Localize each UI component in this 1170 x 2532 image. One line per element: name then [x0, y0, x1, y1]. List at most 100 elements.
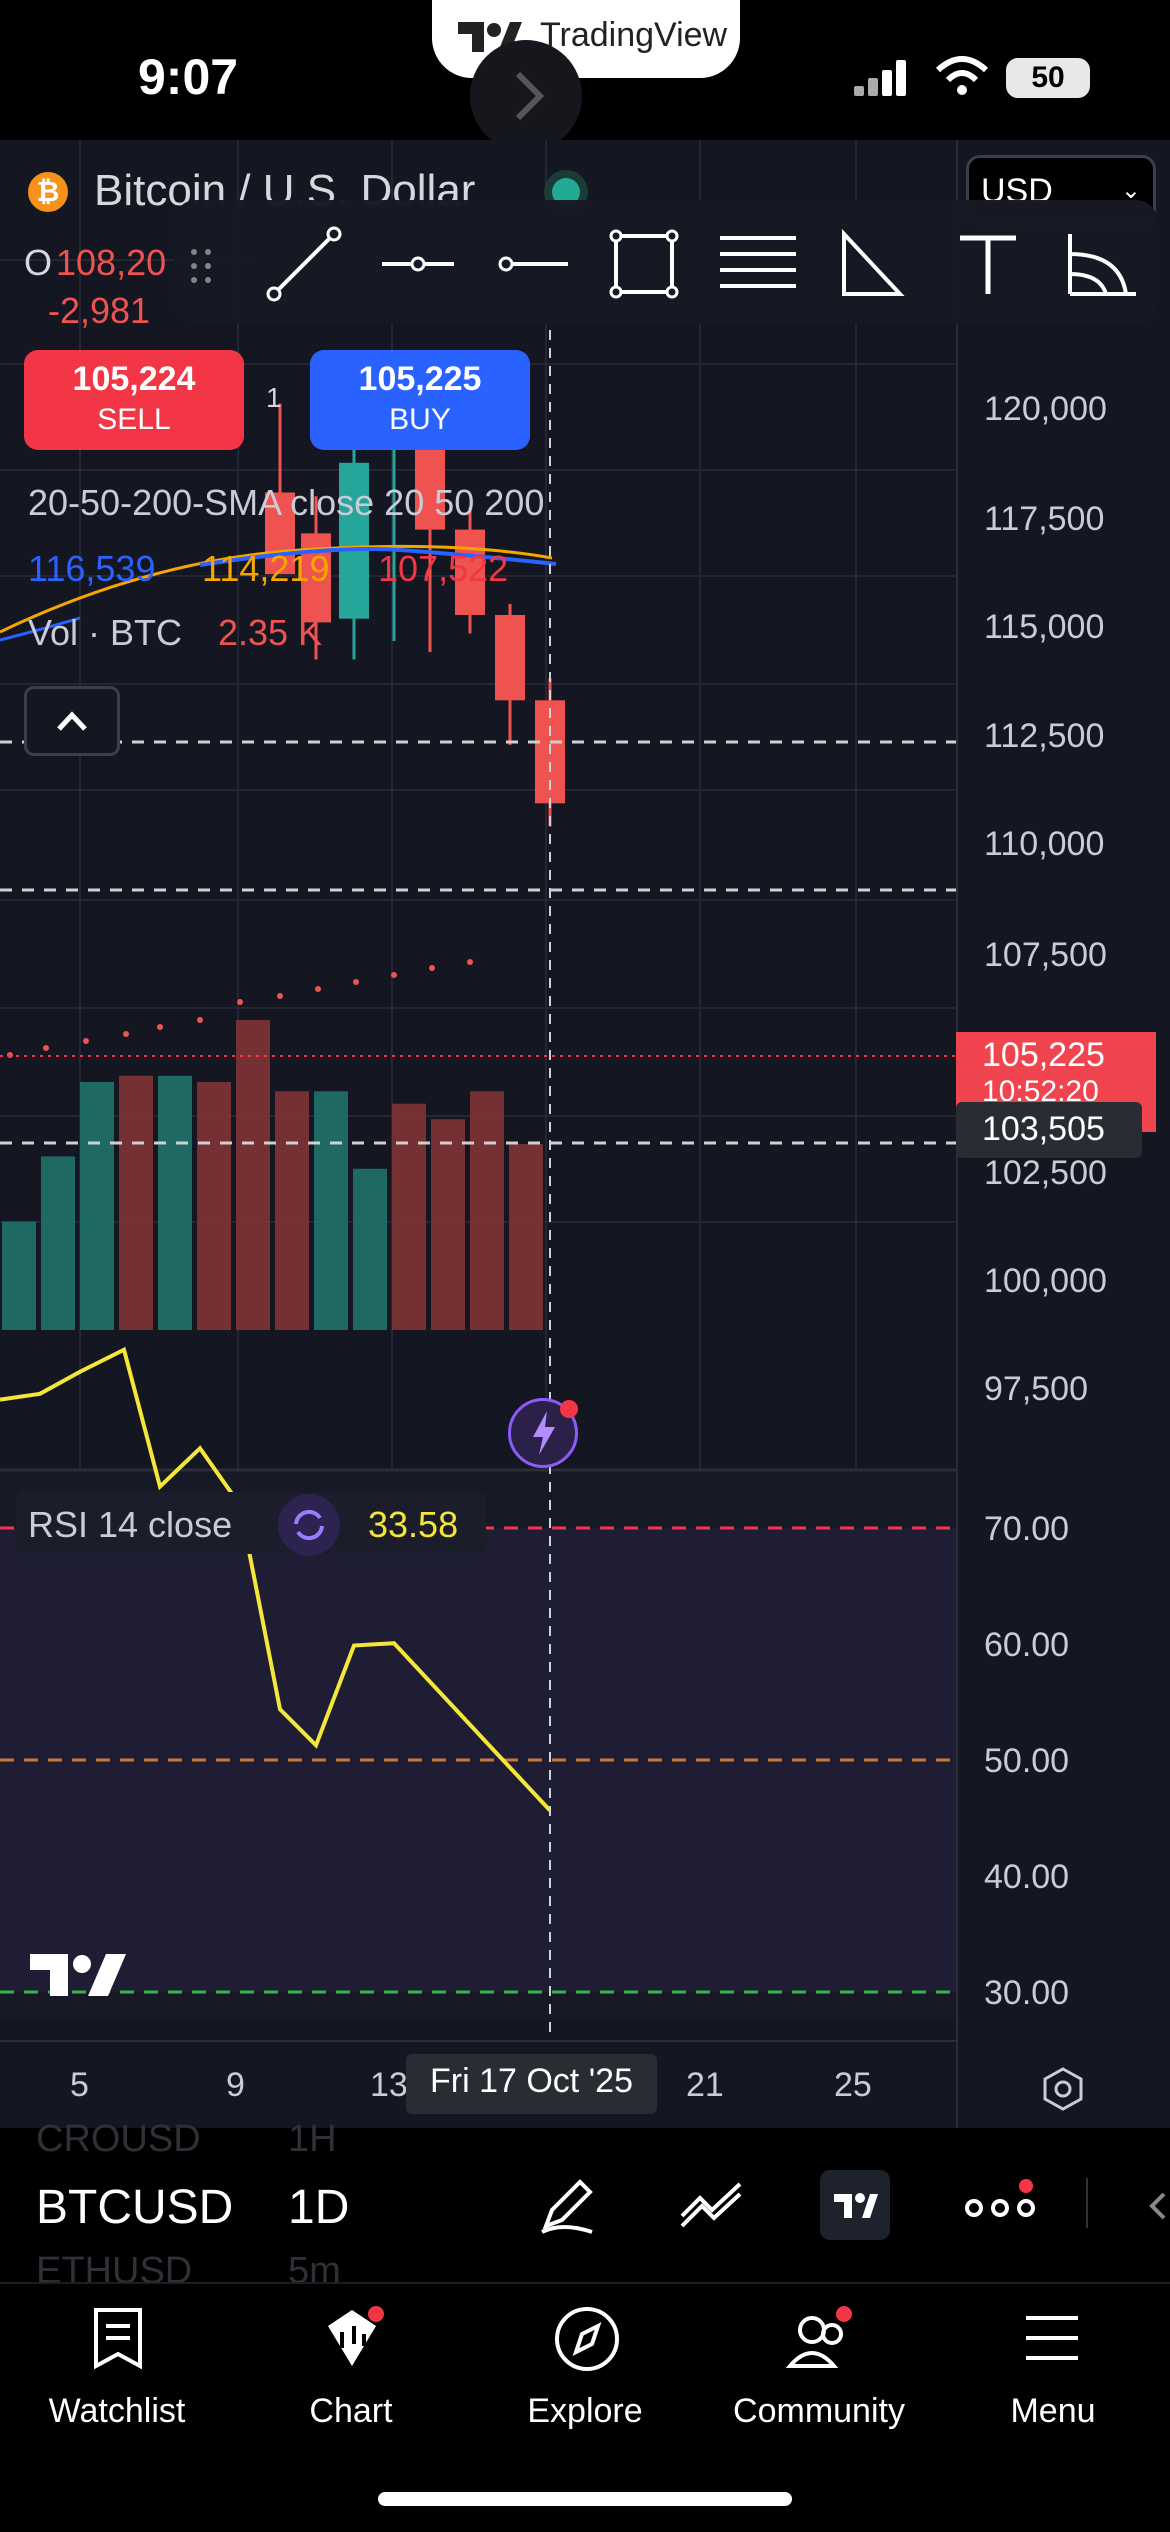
time-tick: 21 — [686, 2066, 724, 2104]
nav-community[interactable]: Community — [702, 2296, 936, 2446]
sma50-line — [0, 544, 553, 634]
volume-bar — [80, 1082, 114, 1330]
toolbar-divider — [1086, 2178, 1088, 2228]
vol-title[interactable]: Vol · BTC — [28, 612, 183, 653]
candle-body — [455, 529, 485, 615]
price-tick: 100,000 — [984, 1262, 1107, 1300]
rsi-tick: 60.00 — [984, 1626, 1070, 1664]
tradingview-watermark-icon — [30, 1950, 126, 2000]
parallel-channel-tool-icon[interactable] — [716, 224, 800, 304]
buy-price: 105,225 — [358, 360, 482, 398]
sma-title[interactable]: 20-50-200-SMA close 20 50 200 — [28, 482, 545, 523]
sma200-value: 107,522 — [378, 548, 509, 589]
time-tick: 5 — [70, 2066, 89, 2104]
symbol-selector[interactable]: BTCUSD — [36, 2181, 234, 2234]
nav-label: Explore — [527, 2392, 643, 2430]
sma20-value: 116,539 — [28, 548, 156, 589]
lightning-icon[interactable] — [508, 1398, 578, 1468]
price-tick: 115,000 — [984, 608, 1105, 646]
rsi-legend-bg — [16, 1492, 486, 1554]
volume-bar — [431, 1119, 465, 1330]
compass-icon — [555, 2307, 619, 2371]
tv-logo-button-icon[interactable] — [820, 2170, 890, 2240]
text-tool-icon[interactable] — [948, 224, 1028, 304]
price-tick: 110,000 — [984, 825, 1105, 863]
candles — [265, 403, 565, 827]
time-tick: 9 — [226, 2066, 245, 2104]
pen-icon[interactable] — [532, 2170, 602, 2240]
prev-symbol[interactable]: CROUSD — [36, 2118, 201, 2152]
volume-bar — [314, 1091, 348, 1330]
sma200-dots — [7, 959, 473, 1058]
interval-selector[interactable]: 1D — [288, 2181, 350, 2234]
price-tick: 112,500 — [984, 717, 1105, 755]
fib-fan-tool-icon[interactable] — [1060, 224, 1144, 304]
chevron-left-icon[interactable] — [1140, 2186, 1170, 2226]
sell-label: SELL — [97, 403, 171, 436]
signal-icon — [852, 58, 916, 98]
candle-body — [495, 614, 525, 701]
nav-explore[interactable]: Explore — [468, 2296, 702, 2446]
rsi-tick: 40.00 — [984, 1858, 1070, 1896]
volume-bar — [236, 1020, 270, 1330]
bitcoin-logo-icon: ₿ — [28, 172, 68, 212]
candle-body — [339, 462, 369, 619]
rsi-tick: 70.00 — [984, 1510, 1070, 1548]
volume-bar — [119, 1075, 153, 1330]
volume-bar — [509, 1144, 543, 1330]
time-tick: 25 — [834, 2066, 872, 2104]
countdown: 10:52:20 — [982, 1075, 1099, 1101]
next-interval[interactable]: 5m — [288, 2250, 341, 2284]
nav-label: Chart — [309, 2392, 393, 2430]
horizontal-ray-tool-icon[interactable] — [492, 224, 572, 304]
price-tick: 107,500 — [984, 936, 1107, 974]
notification-dot — [560, 1400, 578, 1418]
back-circle[interactable] — [470, 40, 582, 152]
community-icon — [785, 2306, 852, 2368]
refresh-icon[interactable] — [278, 1494, 340, 1556]
chevron-up-icon — [57, 711, 87, 731]
sma20-line — [199, 547, 557, 567]
price-tick: 117,500 — [984, 500, 1105, 538]
more-icon[interactable] — [962, 2176, 1038, 2236]
nav-chart[interactable]: Chart — [234, 2296, 468, 2446]
nav-label: Watchlist — [48, 2392, 186, 2430]
menu-icon — [1026, 2316, 1078, 2360]
volume-bar — [158, 1075, 192, 1330]
rectangle-tool-icon[interactable] — [604, 224, 684, 304]
trend-line-tool-icon[interactable] — [264, 224, 344, 304]
price-tick: 120,000 — [984, 390, 1107, 428]
buy-button[interactable]: 105,225 BUY — [310, 350, 530, 450]
sell-button[interactable]: 105,224 SELL — [24, 350, 244, 450]
triangle-tool-icon[interactable] — [830, 224, 910, 304]
current-price-value: 105,225 — [982, 1036, 1105, 1074]
sell-price: 105,224 — [72, 360, 196, 398]
price-chart[interactable] — [0, 140, 1170, 2128]
volume-bar — [41, 1156, 75, 1330]
change-value: -2,981 — [48, 290, 151, 331]
price-tick: 97,500 — [984, 1370, 1088, 1408]
prev-interval[interactable]: 1H — [288, 2118, 337, 2152]
candle-body — [415, 436, 445, 530]
nav-menu[interactable]: Menu — [936, 2296, 1170, 2446]
collapse-legend-button[interactable] — [24, 686, 120, 756]
tradingview-title: TradingView — [540, 16, 728, 54]
volume-bar — [275, 1091, 309, 1330]
nav-label: Menu — [1010, 2392, 1096, 2430]
indicators-icon[interactable] — [676, 2170, 746, 2240]
crosshair-date: Fri 17 Oct '25 — [406, 2054, 658, 2114]
settings-hex-icon[interactable] — [1040, 2066, 1086, 2112]
chevron-down-icon: ⌄ — [1120, 177, 1141, 204]
nav-watchlist[interactable]: Watchlist — [0, 2296, 234, 2446]
volume-bar — [197, 1082, 231, 1330]
rsi-tick: 30.00 — [984, 1974, 1070, 2012]
rsi-title[interactable]: RSI 14 close — [28, 1504, 233, 1545]
horizontal-line-tool-icon[interactable] — [378, 224, 458, 304]
volume-bar — [470, 1091, 504, 1330]
chart-icon — [328, 2306, 384, 2366]
battery-indicator: 50 — [1006, 58, 1090, 98]
candle-body — [265, 492, 295, 575]
next-symbol[interactable]: ETHUSD — [36, 2250, 193, 2284]
rsi-line — [0, 1346, 552, 1812]
watchlist-icon — [94, 2308, 142, 2370]
